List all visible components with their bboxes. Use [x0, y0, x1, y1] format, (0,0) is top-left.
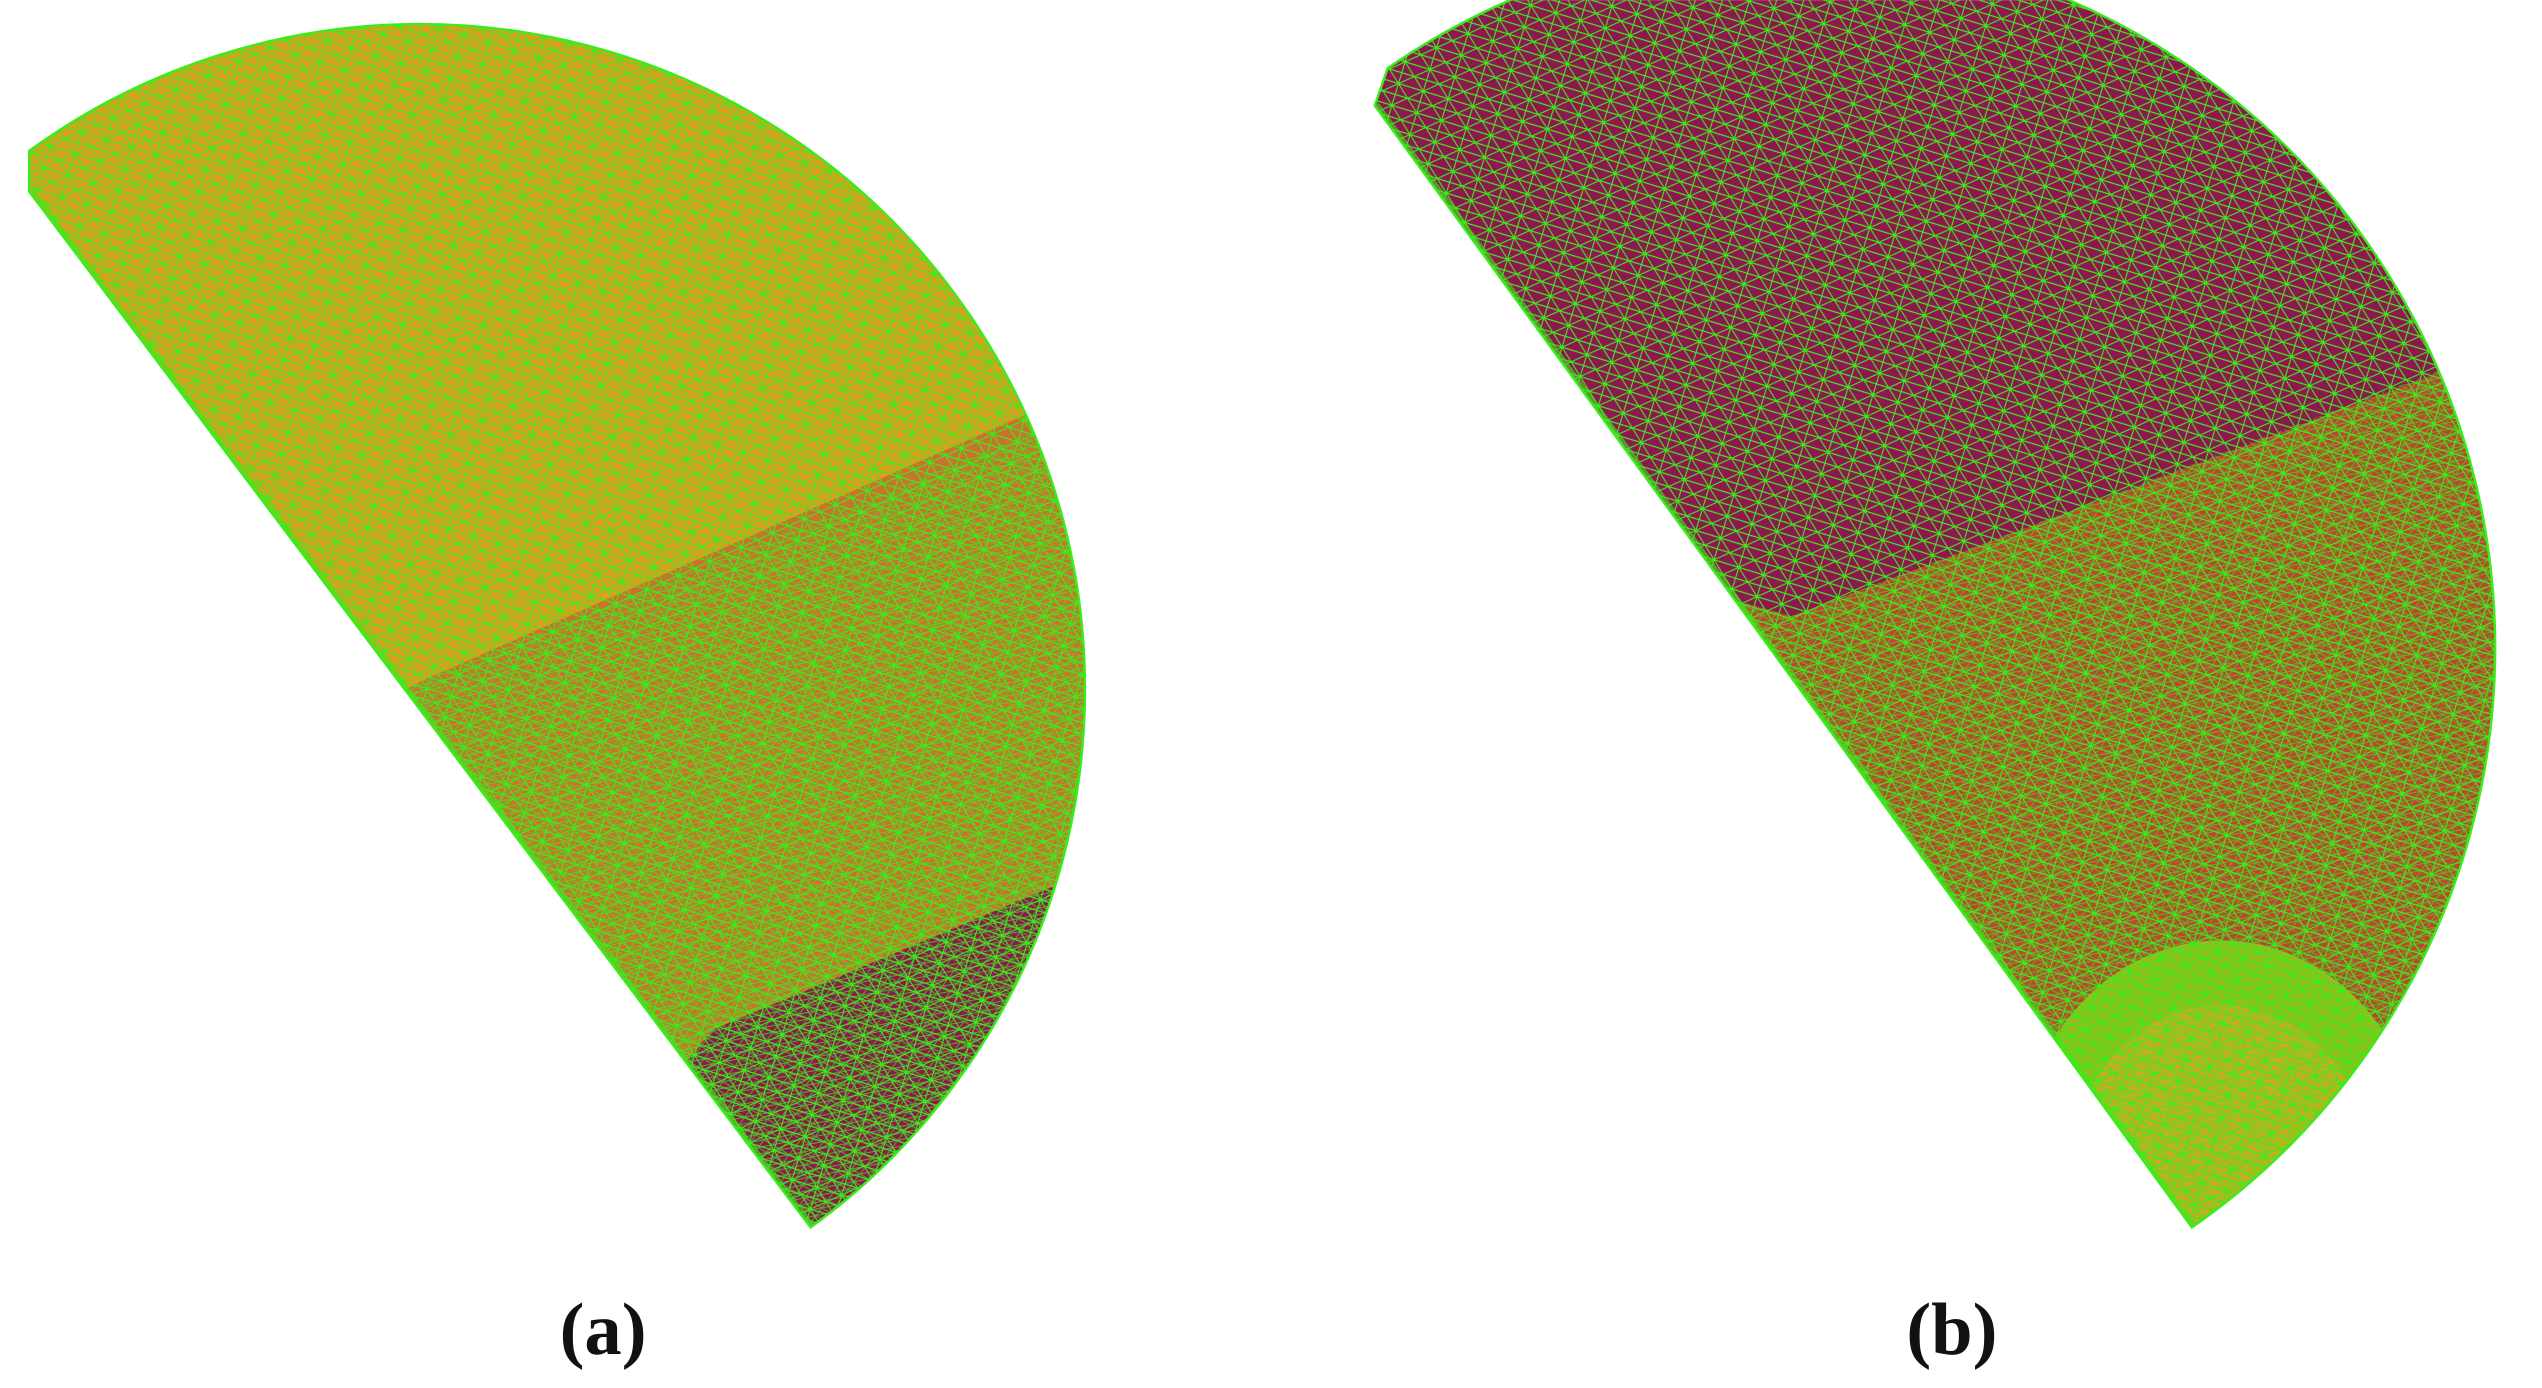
panel-a-mesh — [29, 24, 1085, 1228]
panel-b-mesh — [1374, 0, 2496, 1228]
panel-b-outline — [1373, 0, 2497, 1230]
panel-a-outline — [27, 22, 1087, 1230]
panel-label: (b) — [1906, 1289, 1997, 1371]
panel-label: (a) — [560, 1289, 647, 1371]
